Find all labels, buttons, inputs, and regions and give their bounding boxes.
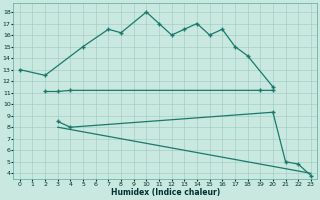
- X-axis label: Humidex (Indice chaleur): Humidex (Indice chaleur): [111, 188, 220, 197]
